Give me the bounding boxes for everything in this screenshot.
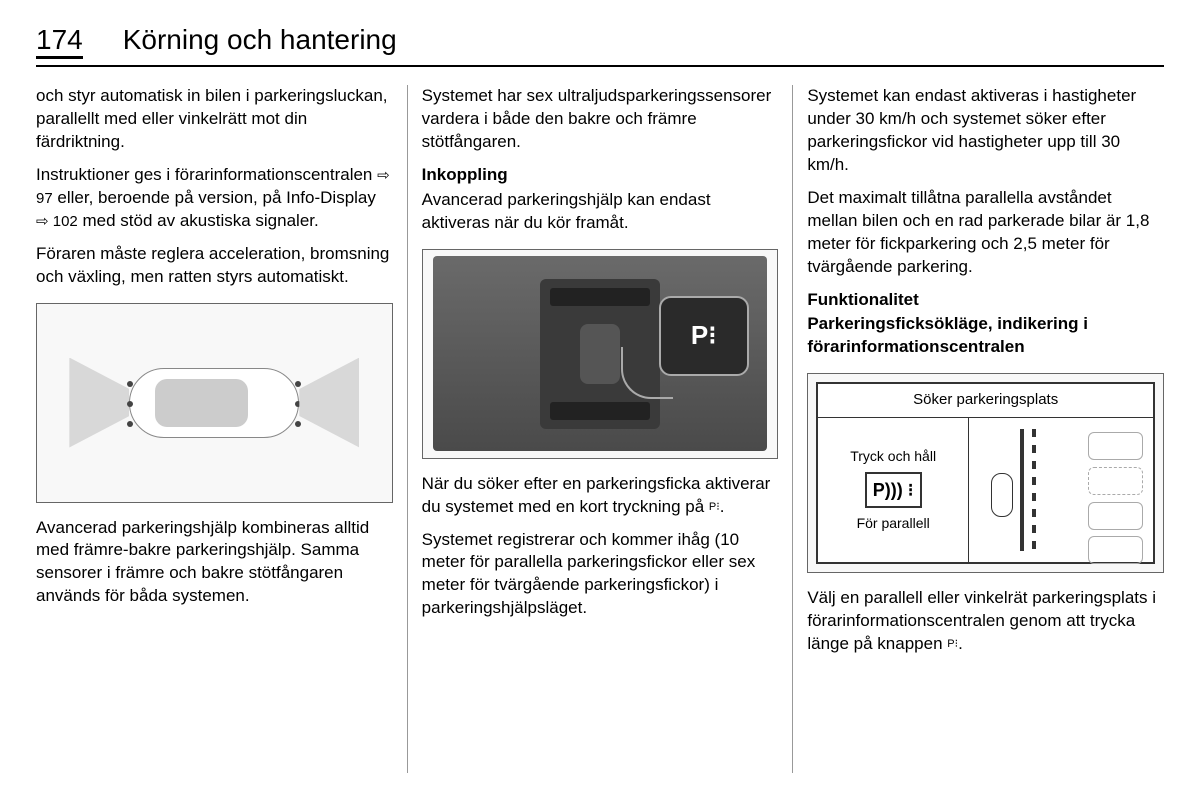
text-run: med stöd av akustiska signaler.	[78, 211, 319, 230]
figure-dic-display: Söker parkeringsplats Tryck och håll P))…	[807, 373, 1164, 573]
paragraph: Avancerad parkeringshjälp kan endast akt…	[422, 189, 779, 235]
dic-screen-icon: Söker parkeringsplats Tryck och håll P))…	[816, 382, 1155, 564]
paragraph: Avancerad parkeringshjälp kombineras all…	[36, 517, 393, 609]
car-body-icon	[129, 368, 299, 438]
dic-instruction-bottom: För parallell	[857, 514, 930, 533]
paragraph: När du söker efter en parkeringsficka ak…	[422, 473, 779, 519]
text-run: Välj en parallell eller vinkelrät parker…	[807, 588, 1156, 653]
dashboard-panel-icon: P⁝	[433, 256, 766, 452]
dic-instruction-top: Tryck och håll	[850, 447, 936, 466]
paragraph: Det maximalt tillåtna parallella avstånd…	[807, 187, 1164, 279]
park-assist-glyph-icon: P⁝	[709, 501, 720, 513]
column-3: Systemet kan endast aktiveras i hastighe…	[793, 85, 1164, 773]
dic-title: Söker parkeringsplats	[818, 384, 1153, 417]
park-assist-glyph-icon: P⁝	[947, 638, 958, 650]
paragraph: Systemet kan endast aktiveras i hastighe…	[807, 85, 1164, 177]
car-top-view-icon	[69, 358, 359, 448]
dic-body: Tryck och håll P))) ⁝ För parallell	[818, 418, 1153, 563]
dic-left-panel: Tryck och håll P))) ⁝ För parallell	[818, 418, 969, 563]
parked-car-icon	[1088, 502, 1143, 530]
parked-car-icon	[1088, 536, 1143, 564]
paragraph: och styr automatisk in bilen i parkering…	[36, 85, 393, 154]
paragraph: Välj en parallell eller vinkelrät parker…	[807, 587, 1164, 656]
lane-dash-icon	[1032, 429, 1036, 551]
page-ref: ⇨ 102	[36, 213, 78, 230]
sensor-beam-icon	[299, 358, 359, 448]
text-run: eller, beroende på version, på Info-Disp…	[53, 188, 376, 207]
page: 174 Körning och hantering och styr autom…	[0, 0, 1200, 802]
park-assist-icon: P))) ⁝	[865, 472, 922, 508]
parking-slot-icon	[1088, 467, 1143, 495]
paragraph: Instruktioner ges i förarinformationscen…	[36, 164, 393, 233]
sensor-beam-icon	[69, 358, 129, 448]
section-heading: Funktionalitet	[807, 289, 1164, 312]
lane-line-icon	[1020, 429, 1024, 551]
figure-car-sensors	[36, 303, 393, 503]
column-2: Systemet har sex ultraljudsparkeringssen…	[408, 85, 793, 773]
paragraph: Systemet har sex ultraljudsparkeringssen…	[422, 85, 779, 154]
parked-car-icon	[1088, 432, 1143, 460]
ego-car-icon	[991, 473, 1013, 517]
park-assist-button-callout: P⁝	[659, 296, 749, 376]
section-heading: Inkoppling	[422, 164, 779, 187]
text-run: .	[958, 634, 963, 653]
text-run: Instruktioner ges i förarinformationscen…	[36, 165, 377, 184]
content-columns: och styr automatisk in bilen i parkering…	[36, 85, 1164, 773]
column-1: och styr automatisk in bilen i parkering…	[36, 85, 407, 773]
page-number: 174	[36, 26, 83, 59]
paragraph: Föraren måste reglera acceleration, brom…	[36, 243, 393, 289]
dic-right-panel	[969, 418, 1153, 563]
figure-dashboard-button: P⁝	[422, 249, 779, 459]
section-subheading: Parkeringsficksökläge, indikering i föra…	[807, 313, 1164, 359]
page-header: 174 Körning och hantering	[36, 24, 1164, 67]
text-run: .	[720, 497, 725, 516]
chapter-title: Körning och hantering	[123, 24, 397, 56]
paragraph: Systemet registrerar och kommer ihåg (10…	[422, 529, 779, 621]
